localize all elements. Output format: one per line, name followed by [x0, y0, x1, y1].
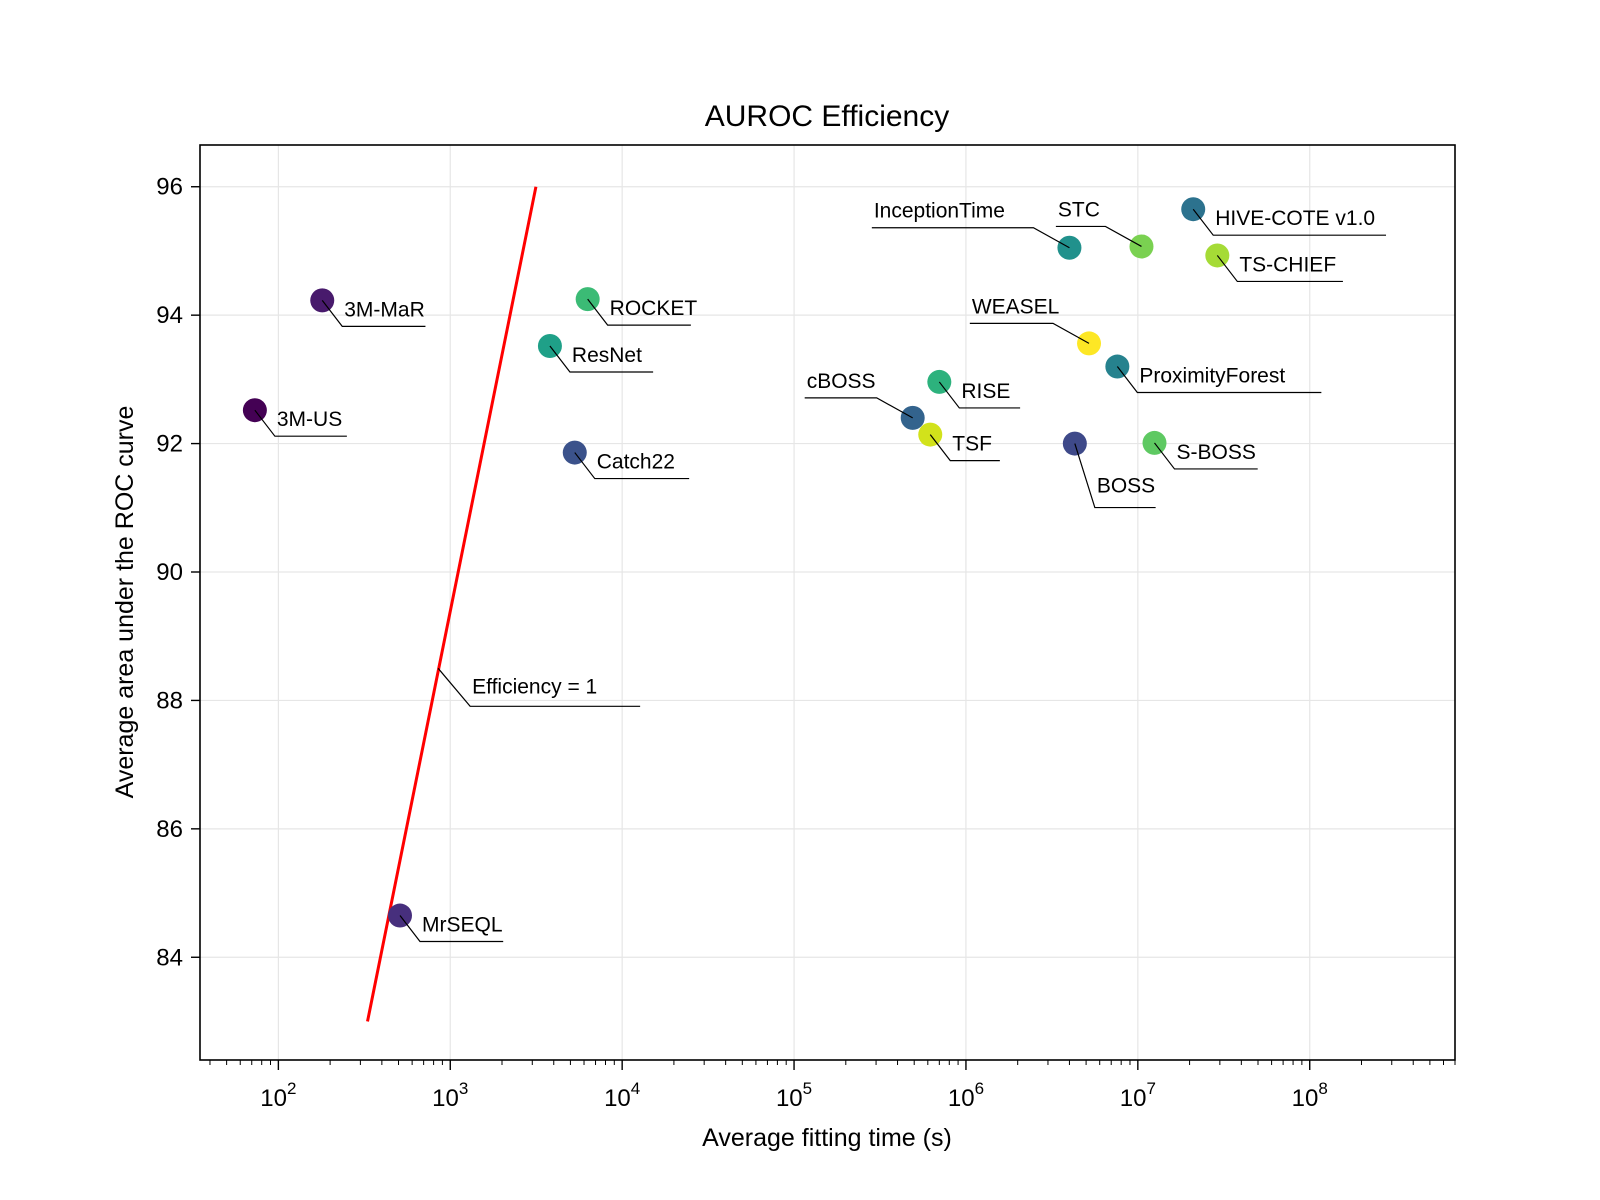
leader-line — [321, 300, 426, 327]
x-tick-exponent: 7 — [1146, 1079, 1155, 1098]
plot-frame — [199, 144, 1456, 1061]
grid-layer — [200, 145, 1455, 1060]
x-tick-exponent: 2 — [287, 1079, 296, 1098]
x-tick-label: 108 — [1292, 1079, 1328, 1112]
data-point-group: WEASEL — [969, 295, 1102, 356]
leader-line — [1074, 443, 1156, 509]
x-tick-label: 106 — [948, 1079, 984, 1112]
y-axis-label: Average area under the ROC curve — [111, 406, 139, 799]
data-point-group: ROCKET — [575, 287, 698, 326]
y-tick-label: 96 — [156, 174, 183, 201]
leader-line — [1192, 208, 1387, 236]
data-point-group: 3M-MaR — [310, 288, 426, 327]
x-tick-exponent: 6 — [975, 1079, 984, 1098]
x-tick-label: 104 — [604, 1079, 640, 1112]
data-point-group: InceptionTime — [871, 200, 1082, 260]
point-label: HIVE-COTE v1.0 — [1215, 207, 1375, 230]
data-point-group: TSF — [918, 422, 1000, 462]
point-label: STC — [1058, 198, 1100, 221]
leader-line — [254, 409, 347, 437]
chart-title: AUROC Efficiency — [705, 100, 950, 133]
leader-line — [1154, 442, 1258, 470]
leader-line — [587, 298, 691, 326]
x-tick-exponent: 3 — [459, 1079, 468, 1098]
point-label: S-BOSS — [1176, 441, 1255, 464]
data-point-group: ProximityForest — [1105, 354, 1322, 394]
point-label: ProximityForest — [1139, 365, 1285, 388]
point-label: BOSS — [1097, 475, 1155, 498]
efficiency-line — [366, 186, 538, 1022]
leader-line — [804, 397, 913, 419]
efficiency-line-label: Efficiency = 1 — [472, 675, 597, 698]
point-label: ResNet — [572, 344, 642, 367]
leader-line — [871, 227, 1070, 249]
efficiency-leader-line — [437, 667, 641, 707]
leader-line — [929, 434, 1000, 462]
efficiency-line-layer: Efficiency = 1 — [366, 186, 641, 1022]
leader-line — [574, 452, 690, 480]
point-label: TSF — [952, 433, 992, 456]
leader-line — [1055, 225, 1142, 247]
point-label: WEASEL — [972, 295, 1060, 318]
data-point-group: BOSS — [1062, 431, 1156, 509]
y-tick-label: 90 — [156, 559, 183, 586]
data-point-group: TS-CHIEF — [1205, 243, 1343, 283]
data-point-group: HIVE-COTE v1.0 — [1181, 197, 1387, 236]
x-tick-label: 105 — [776, 1079, 812, 1112]
leader-line — [1216, 255, 1343, 283]
x-tick-exponent: 8 — [1318, 1079, 1327, 1098]
point-label: 3M-US — [277, 408, 342, 431]
point-label: Catch22 — [597, 451, 675, 474]
data-point-group: cBOSS — [804, 370, 925, 430]
point-label: InceptionTime — [874, 200, 1005, 223]
data-point-group: RISE — [927, 369, 1021, 409]
y-axis: 84 86 88 90 92 94 96 — [156, 174, 200, 971]
data-point-group: S-BOSS — [1142, 430, 1258, 470]
data-point-group: ResNet — [537, 333, 654, 373]
x-axis-label: Average fitting time (s) — [702, 1124, 952, 1152]
data-point-group: 3M-US — [242, 398, 347, 437]
data-point-group: MrSEQL — [387, 903, 504, 943]
point-label: cBOSS — [807, 370, 876, 393]
data-point-group: Catch22 — [562, 440, 690, 480]
x-axis: 102 103 104 105 106 107 108 — [209, 1060, 1456, 1112]
y-tick-label: 86 — [156, 816, 183, 843]
point-label: ROCKET — [610, 297, 698, 320]
leader-line — [399, 915, 504, 943]
points-layer: 3M-US 3M-MaR MrSEQL ResNet ROCKET Catch22 cBOS… — [242, 197, 1387, 943]
leader-line — [938, 381, 1021, 409]
leader-line — [549, 345, 654, 373]
y-tick-label: 88 — [156, 687, 183, 714]
leader-line — [969, 322, 1090, 344]
point-label: MrSEQL — [422, 914, 503, 937]
data-point-group: STC — [1055, 198, 1154, 259]
point-label: RISE — [961, 380, 1010, 403]
leader-line — [1116, 366, 1322, 394]
x-tick-exponent: 5 — [803, 1079, 812, 1098]
y-tick-label: 94 — [156, 302, 183, 329]
point-label: 3M-MaR — [344, 298, 425, 321]
y-tick-label: 92 — [156, 431, 183, 458]
point-label: TS-CHIEF — [1239, 253, 1336, 276]
x-tick-label: 102 — [260, 1079, 296, 1112]
x-tick-exponent: 4 — [631, 1079, 640, 1098]
x-tick-label: 107 — [1120, 1079, 1156, 1112]
y-tick-label: 84 — [156, 944, 183, 971]
x-tick-label: 103 — [432, 1079, 468, 1112]
